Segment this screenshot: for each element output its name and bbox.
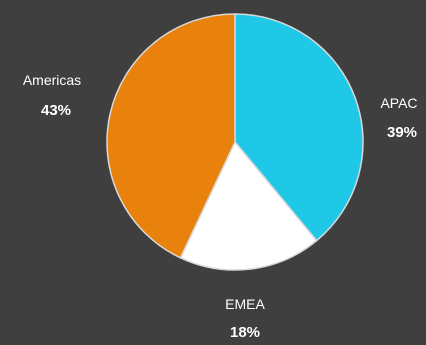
slice-label-americas: Americas xyxy=(23,72,81,88)
pie-slice-apac xyxy=(234,13,364,242)
slice-percent-americas: 43% xyxy=(41,102,71,119)
slice-label-emea: EMEA xyxy=(225,296,265,312)
pie-labels: APAC 39% EMEA 18% Americas 43% xyxy=(23,72,418,341)
slice-percent-emea: 18% xyxy=(230,324,260,341)
slice-label-apac: APAC xyxy=(380,95,417,111)
slice-percent-apac: 39% xyxy=(387,124,417,141)
pie-slice-americas xyxy=(106,13,236,259)
pie-slices xyxy=(106,13,364,271)
pie-slice-emea xyxy=(179,140,318,271)
